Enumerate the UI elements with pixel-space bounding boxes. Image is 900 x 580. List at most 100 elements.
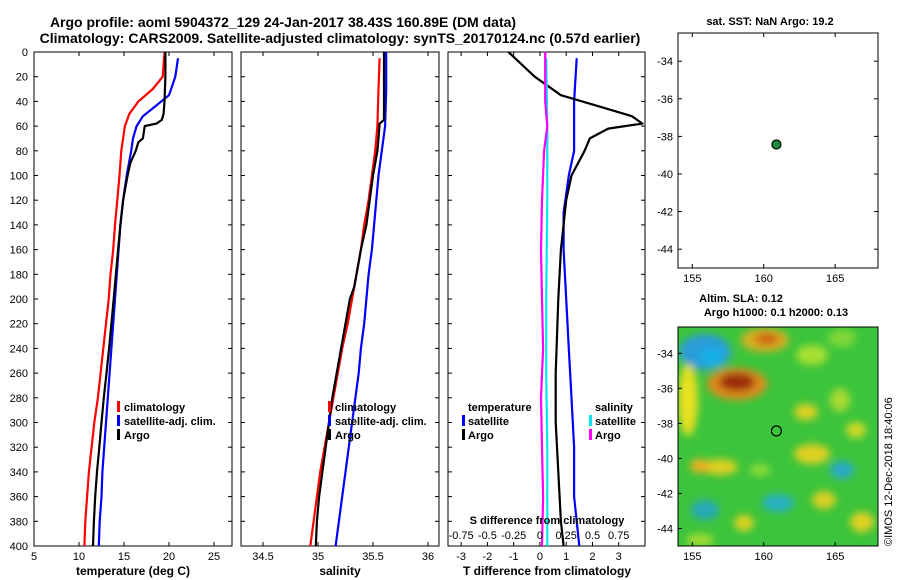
x-tick-label: 5 (31, 551, 37, 563)
series-line-t-satellite (562, 58, 581, 546)
depth-tick-label: 20 (16, 72, 28, 84)
x-tick-label: 0 (537, 551, 543, 563)
depth-tick-label: 240 (10, 343, 28, 355)
blob (734, 515, 754, 531)
blob (830, 461, 854, 479)
argo-location-ring (770, 425, 783, 437)
y-tick-label: -36 (657, 94, 673, 106)
depth-tick-label: 200 (10, 294, 28, 306)
legend-swatch-s-argo (589, 429, 592, 440)
x-tick-label: 155 (683, 551, 701, 563)
series-line-satellite-adj-clim- (97, 58, 180, 546)
argo-location-marker (771, 139, 782, 150)
x-tick-label: 160 (755, 551, 773, 563)
legend-swatch-s-satellite (589, 415, 592, 426)
depth-tick-label: 100 (10, 171, 28, 183)
depth-tick-label: 0 (22, 47, 28, 59)
depth-tick-label: 120 (10, 195, 28, 207)
blob (796, 345, 828, 365)
blob (850, 512, 874, 532)
legend-swatch-climatology (328, 401, 331, 412)
s-diff-tick-label: -0.25 (501, 530, 526, 542)
legend-label-s-satellite: satellite (595, 416, 636, 428)
blob (794, 444, 830, 464)
altimetry-title-line-2: Argo h1000: 0.1 h2000: 0.13 (704, 307, 848, 319)
legend-swatch-climatology (117, 401, 120, 412)
series-line-climatology (309, 58, 381, 546)
legend-swatch-argo (328, 429, 331, 440)
title-line-2: Climatology: CARS2009. Satellite-adjuste… (40, 30, 641, 46)
y-tick-label: -44 (657, 244, 673, 256)
y-tick-label: -34 (657, 56, 673, 68)
temperature-panel (83, 52, 180, 546)
depth-tick-label: 220 (10, 319, 28, 331)
x-tick-label: 1 (563, 551, 569, 563)
location-axes (677, 32, 879, 269)
altimetry-title-line-1: Altim. SLA: 0.12 (699, 293, 783, 305)
depth-tick-label: 340 (10, 467, 28, 479)
depth-tick-label: 260 (10, 368, 28, 380)
blob (750, 464, 770, 476)
series-line-t-argo (507, 52, 644, 546)
blob (719, 373, 755, 391)
watermark: ©IMOS 12-Dec-2018 18:40:06 (883, 397, 895, 546)
series-line-s-argo (539, 52, 549, 546)
series-line-climatology (83, 52, 166, 546)
depth-tick-label: 380 (10, 516, 28, 528)
y-tick-label: -36 (657, 383, 673, 395)
legend-swatch-t-satellite (462, 415, 465, 426)
salinity-panel (309, 52, 388, 546)
legend-label-satellite: satellite-adj. clim. (124, 416, 216, 428)
s-difference-label: S difference from climatology (470, 515, 626, 527)
x-tick-label: 20 (163, 551, 175, 563)
y-tick-label: -42 (657, 488, 673, 500)
axis-ticks: 5 10 15 20 25 34.5 35 35.5 36 -3 -2 -1 0 1 2 3 -0.75 -0.5… (31, 51, 645, 563)
blob (812, 491, 836, 509)
legend-label-s-argo: Argo (595, 430, 621, 442)
legend-label-climatology: climatology (335, 402, 397, 414)
blob (762, 494, 794, 512)
y-tick-label: -38 (657, 131, 673, 143)
x-tick-label: -1 (509, 551, 519, 563)
depth-tick-label: 140 (10, 220, 28, 232)
heatmap-blobs (678, 328, 874, 546)
salinity-legend: climatology satellite-adj. clim. Argo (328, 401, 427, 442)
temperature-xlabel: temperature (deg C) (76, 564, 190, 578)
difference-panel (507, 52, 644, 546)
legend-label-argo: Argo (124, 430, 150, 442)
altimetry-axes (677, 326, 879, 547)
depth-tick-label: 60 (16, 121, 28, 133)
temperature-axes (33, 51, 233, 547)
x-tick-label: 160 (755, 273, 773, 285)
blob (678, 364, 698, 436)
difference-xlabel: T difference from climatology (463, 564, 631, 578)
depth-axis: 0 20 40 60 80 100 120 140 160 180 200 220 240 260 280 3… (10, 47, 28, 553)
title-line-1: Argo profile: aoml 5904372_129 24-Jan-20… (50, 14, 516, 30)
series-line-satellite-adj-clim- (334, 52, 388, 546)
y-tick-label: -34 (657, 348, 673, 360)
x-tick-label: -3 (456, 551, 466, 563)
difference-legend-salinity: salinity satellite Argo (589, 402, 636, 442)
x-tick-label: -2 (483, 551, 493, 563)
blob (702, 459, 738, 475)
legend-label-climatology: climatology (124, 402, 186, 414)
s-diff-tick-label: -0.75 (449, 530, 474, 542)
blob (846, 422, 866, 438)
depth-tick-label: 160 (10, 245, 28, 257)
blob (755, 333, 779, 345)
blob (794, 404, 818, 420)
altimetry-heatmap (678, 327, 878, 546)
legend-label-satellite: satellite-adj. clim. (335, 416, 427, 428)
s-diff-tick-label: 0.5 (585, 530, 600, 542)
s-diff-tick-label: 0 (537, 530, 543, 542)
blob (690, 459, 710, 473)
difference-legend-temperature: temperature satellite Argo (462, 402, 532, 442)
depth-tick-label: 280 (10, 393, 28, 405)
y-tick-label: -40 (657, 453, 673, 465)
legend-label-argo: Argo (335, 430, 361, 442)
x-tick-label: 2 (589, 551, 595, 563)
s-diff-tick-label: 0.75 (608, 530, 629, 542)
blob (830, 388, 850, 412)
location-title: sat. SST: NaN Argo: 19.2 (706, 16, 833, 28)
x-tick-label: 34.5 (252, 551, 273, 563)
